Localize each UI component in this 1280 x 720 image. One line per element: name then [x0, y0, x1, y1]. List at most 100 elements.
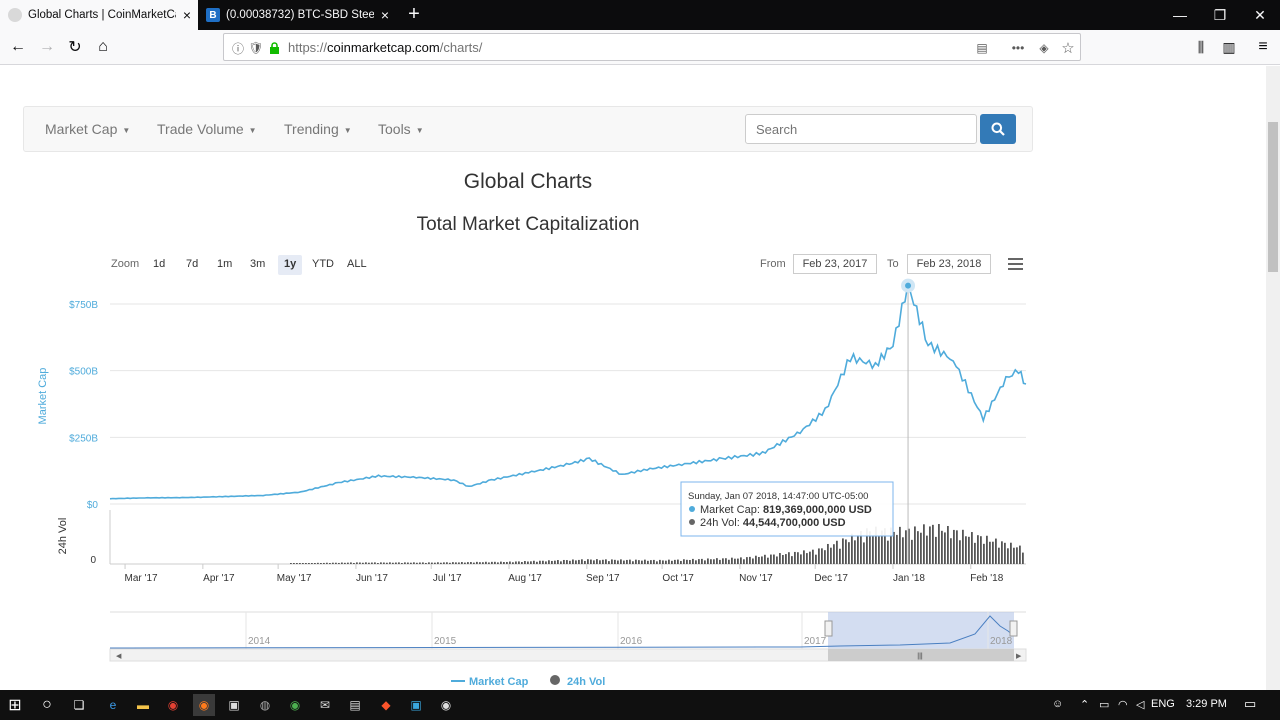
clock[interactable]: 3:29 PM — [1186, 698, 1227, 710]
tab-steemdollar[interactable]: B (0.00038732) BTC-SBD SteemDo × — [198, 0, 396, 30]
brave-icon[interactable]: ◆ — [381, 698, 391, 712]
close-tab-icon[interactable]: × — [380, 7, 390, 23]
address-bar[interactable]: ⓘ 🛡 https://coinmarketcap.com/charts/ ▤ … — [223, 33, 1081, 61]
minimize-button[interactable]: — — [1173, 7, 1187, 23]
to-label: To — [887, 258, 899, 270]
volume-bar — [992, 541, 994, 564]
zoom-all-button[interactable]: ALL — [347, 258, 367, 270]
volume-bar — [569, 560, 571, 564]
forward-button[interactable]: → — [39, 38, 55, 55]
mail-icon[interactable]: ✉ — [319, 698, 331, 712]
volume-bar — [932, 524, 934, 564]
to-date-input[interactable]: Feb 23, 2018 — [907, 254, 991, 274]
zoom-7d-button[interactable]: 7d — [186, 258, 199, 270]
volume-bar — [935, 536, 937, 564]
page-scrollbar-thumb[interactable] — [1268, 122, 1278, 272]
language-indicator[interactable]: ENG — [1151, 698, 1175, 710]
volume-bar — [863, 542, 865, 564]
caret-down-icon: ▼ — [122, 125, 131, 135]
hover-point — [901, 278, 916, 293]
chrome-icon[interactable]: ◉ — [167, 698, 179, 712]
library-icon[interactable]: ⫼ — [1197, 38, 1205, 55]
tracking-protection-icon[interactable]: 🛡 — [248, 41, 264, 55]
tooltip: Sunday, Jan 07 2018, 14:47:00 UTC-05:00 … — [680, 481, 894, 537]
page-scrollbar[interactable] — [1266, 66, 1280, 690]
volume-bar — [389, 562, 391, 564]
volume-bar — [413, 562, 415, 564]
volume-bar — [968, 536, 970, 564]
legend-24h-vol[interactable]: 24h Vol — [567, 676, 605, 688]
tray-chevron-icon[interactable]: ⌃ — [1080, 699, 1090, 711]
menu-market-cap[interactable]: Market Cap ▼ — [45, 121, 131, 137]
menu-tools[interactable]: Tools ▼ — [378, 121, 424, 137]
volume-bar — [953, 529, 955, 564]
home-button[interactable]: ⌂ — [98, 38, 108, 55]
back-button[interactable]: ← — [10, 38, 26, 55]
close-tab-icon[interactable]: × — [182, 7, 192, 23]
app-icon[interactable]: ◍ — [259, 698, 271, 712]
network-icon[interactable]: ◠ — [1118, 699, 1128, 711]
close-window-button[interactable]: ✕ — [1254, 6, 1266, 23]
maximize-button[interactable]: ❐ — [1213, 6, 1227, 23]
search-icon — [991, 122, 1005, 136]
volume-bar — [1016, 547, 1018, 564]
volume-bar — [356, 562, 358, 564]
legend-market-cap[interactable]: Market Cap — [469, 676, 529, 688]
windows-taskbar: ⊞ ○ ❏ e ▬ ◉ ◉ ▣ ◍ ◉ ✉ ▤ ◆ ▣ ◉ ☺ ⌃ ▭ ◠ ◁ … — [0, 690, 1280, 720]
volume-bar — [461, 562, 463, 564]
people-icon[interactable]: ☺ — [1052, 698, 1064, 710]
volume-bar — [1013, 547, 1015, 564]
page-actions-icon[interactable]: ••• — [1011, 41, 1025, 55]
volume-bar — [1022, 552, 1024, 564]
chart-menu-icon[interactable] — [1008, 258, 1023, 270]
cortana-search-icon[interactable]: ○ — [42, 696, 52, 713]
notifications-icon[interactable]: ▭ — [1244, 696, 1257, 711]
hamburger-menu-icon[interactable]: ≡ — [1258, 38, 1268, 55]
edge-icon[interactable]: e — [109, 698, 117, 712]
app-icon[interactable]: ◉ — [289, 698, 301, 712]
zoom-1m-button[interactable]: 1m — [217, 258, 233, 270]
search-button[interactable] — [980, 114, 1016, 144]
navigator-scrollbar-thumb[interactable] — [828, 649, 1014, 661]
from-date-input[interactable]: Feb 23, 2017 — [793, 254, 877, 274]
volume-bar — [740, 557, 742, 564]
chart-legend[interactable]: Market Cap 24h Vol — [451, 675, 605, 688]
task-view-icon[interactable]: ❏ — [73, 698, 85, 712]
navigator-right-handle[interactable] — [1009, 620, 1018, 637]
calculator-icon[interactable]: ▤ — [349, 698, 361, 712]
navigator-left-handle[interactable] — [824, 620, 833, 637]
tab-coinmarketcap[interactable]: Global Charts | CoinMarketCap × — [0, 0, 198, 30]
new-tab-button[interactable]: + — [408, 3, 420, 25]
file-explorer-icon[interactable]: ▬ — [137, 698, 149, 712]
browser-toolbar: ← → ↻ ⌂ ⓘ 🛡 https://coinmarketcap.com/ch… — [0, 30, 1280, 65]
app-icon[interactable]: ▣ — [410, 698, 422, 712]
start-button[interactable]: ⊞ — [8, 697, 22, 714]
y2-axis-title: 24h Vol — [57, 518, 69, 555]
zoom-3m-button[interactable]: 3m — [250, 258, 266, 270]
volume-bar — [620, 559, 622, 564]
zoom-ytd-button[interactable]: YTD — [312, 258, 334, 270]
zoom-1y-button[interactable]: 1y — [278, 255, 303, 275]
menu-trade-volume[interactable]: Trade Volume ▼ — [157, 121, 257, 137]
range-navigator[interactable]: 2014 2015 2016 2017 2018 ||| ◀ ▶ — [109, 611, 1027, 662]
reader-view-icon[interactable]: ▤ — [976, 41, 988, 55]
info-icon[interactable]: ⓘ — [231, 41, 244, 56]
sidebar-icon[interactable]: ▥ — [1222, 38, 1236, 55]
url-text[interactable]: https://coinmarketcap.com/charts/ — [288, 40, 483, 55]
bookmark-star-icon[interactable]: ☆ — [1061, 40, 1075, 57]
firefox-icon[interactable]: ◉ — [193, 694, 215, 716]
volume-icon[interactable]: ◁ — [1136, 699, 1145, 711]
volume-bar — [422, 562, 424, 564]
notepad-icon[interactable]: ▣ — [228, 698, 240, 712]
volume-bar — [662, 560, 664, 564]
volume-bar — [311, 563, 313, 564]
search-input[interactable] — [745, 114, 977, 144]
volume-bar — [632, 561, 634, 564]
volume-bar — [635, 559, 637, 564]
reload-button[interactable]: ↻ — [68, 39, 82, 56]
zoom-1d-button[interactable]: 1d — [153, 258, 166, 270]
pocket-icon[interactable]: ◈ — [1039, 41, 1049, 55]
app-icon[interactable]: ◉ — [440, 698, 452, 712]
menu-trending[interactable]: Trending ▼ — [284, 121, 352, 137]
volume-bar — [656, 561, 658, 564]
